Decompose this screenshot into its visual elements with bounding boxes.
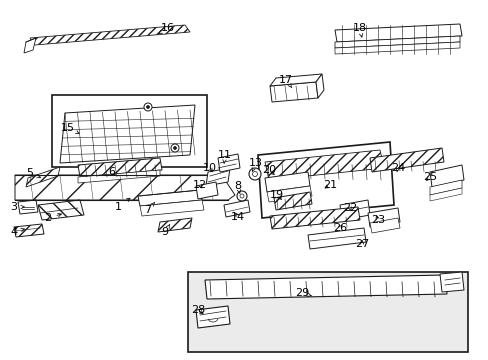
Text: 21: 21 [322,180,336,190]
Polygon shape [196,182,218,199]
Text: 25: 25 [422,172,436,182]
Text: 8: 8 [234,181,241,194]
Text: 2: 2 [44,213,61,223]
Polygon shape [429,188,461,201]
Polygon shape [204,275,446,299]
Polygon shape [439,272,463,292]
Bar [187,272,467,352]
Text: 16: 16 [158,23,175,34]
Text: 1: 1 [114,198,130,212]
Polygon shape [14,224,44,237]
Polygon shape [273,192,311,210]
Text: 22: 22 [342,203,356,213]
Polygon shape [339,200,369,220]
Text: 5: 5 [26,168,41,178]
Text: 24: 24 [390,163,404,173]
Text: 4: 4 [10,227,24,237]
Polygon shape [24,38,36,53]
Text: 7: 7 [144,203,154,215]
Polygon shape [334,24,461,42]
Polygon shape [264,172,309,192]
Polygon shape [138,190,202,206]
Polygon shape [307,228,365,249]
Polygon shape [334,36,459,48]
Circle shape [252,171,257,176]
Polygon shape [15,175,235,200]
Polygon shape [429,165,463,187]
Circle shape [240,194,244,198]
Polygon shape [78,158,162,177]
Polygon shape [269,207,359,229]
Polygon shape [367,208,399,227]
Polygon shape [315,74,324,98]
Polygon shape [369,148,443,172]
Polygon shape [218,154,240,172]
Text: 10: 10 [203,163,217,173]
Polygon shape [224,200,249,217]
Circle shape [237,191,246,201]
Polygon shape [196,306,229,328]
Text: 3: 3 [10,202,24,212]
Polygon shape [60,105,195,163]
Polygon shape [264,150,383,180]
Text: 14: 14 [230,212,244,222]
Text: 9: 9 [161,224,169,237]
Polygon shape [269,74,321,86]
Bar [52,95,206,167]
Polygon shape [269,82,317,102]
Polygon shape [18,200,38,214]
Polygon shape [26,167,60,187]
Text: 15: 15 [61,123,79,134]
Circle shape [173,147,176,149]
Polygon shape [334,42,459,54]
Circle shape [146,105,149,108]
Text: 18: 18 [352,23,366,37]
Text: 23: 23 [370,215,384,225]
Polygon shape [266,186,311,202]
Polygon shape [38,200,84,220]
Polygon shape [369,218,399,233]
Text: 11: 11 [218,150,231,163]
Text: 12: 12 [193,180,206,190]
Text: 20: 20 [262,165,276,175]
Text: 17: 17 [278,75,292,88]
Text: 19: 19 [269,190,284,200]
Polygon shape [30,25,190,45]
Polygon shape [140,200,203,216]
Text: 28: 28 [190,305,204,315]
Text: 26: 26 [332,223,346,233]
Polygon shape [78,170,160,183]
Circle shape [171,144,179,152]
Polygon shape [258,142,393,218]
Polygon shape [158,218,192,232]
Circle shape [248,168,261,180]
Circle shape [143,103,152,111]
Text: 13: 13 [248,158,263,171]
Text: 27: 27 [354,239,368,249]
Text: 6: 6 [108,167,115,177]
Polygon shape [205,168,229,186]
Text: 29: 29 [294,288,311,298]
Polygon shape [429,180,461,195]
